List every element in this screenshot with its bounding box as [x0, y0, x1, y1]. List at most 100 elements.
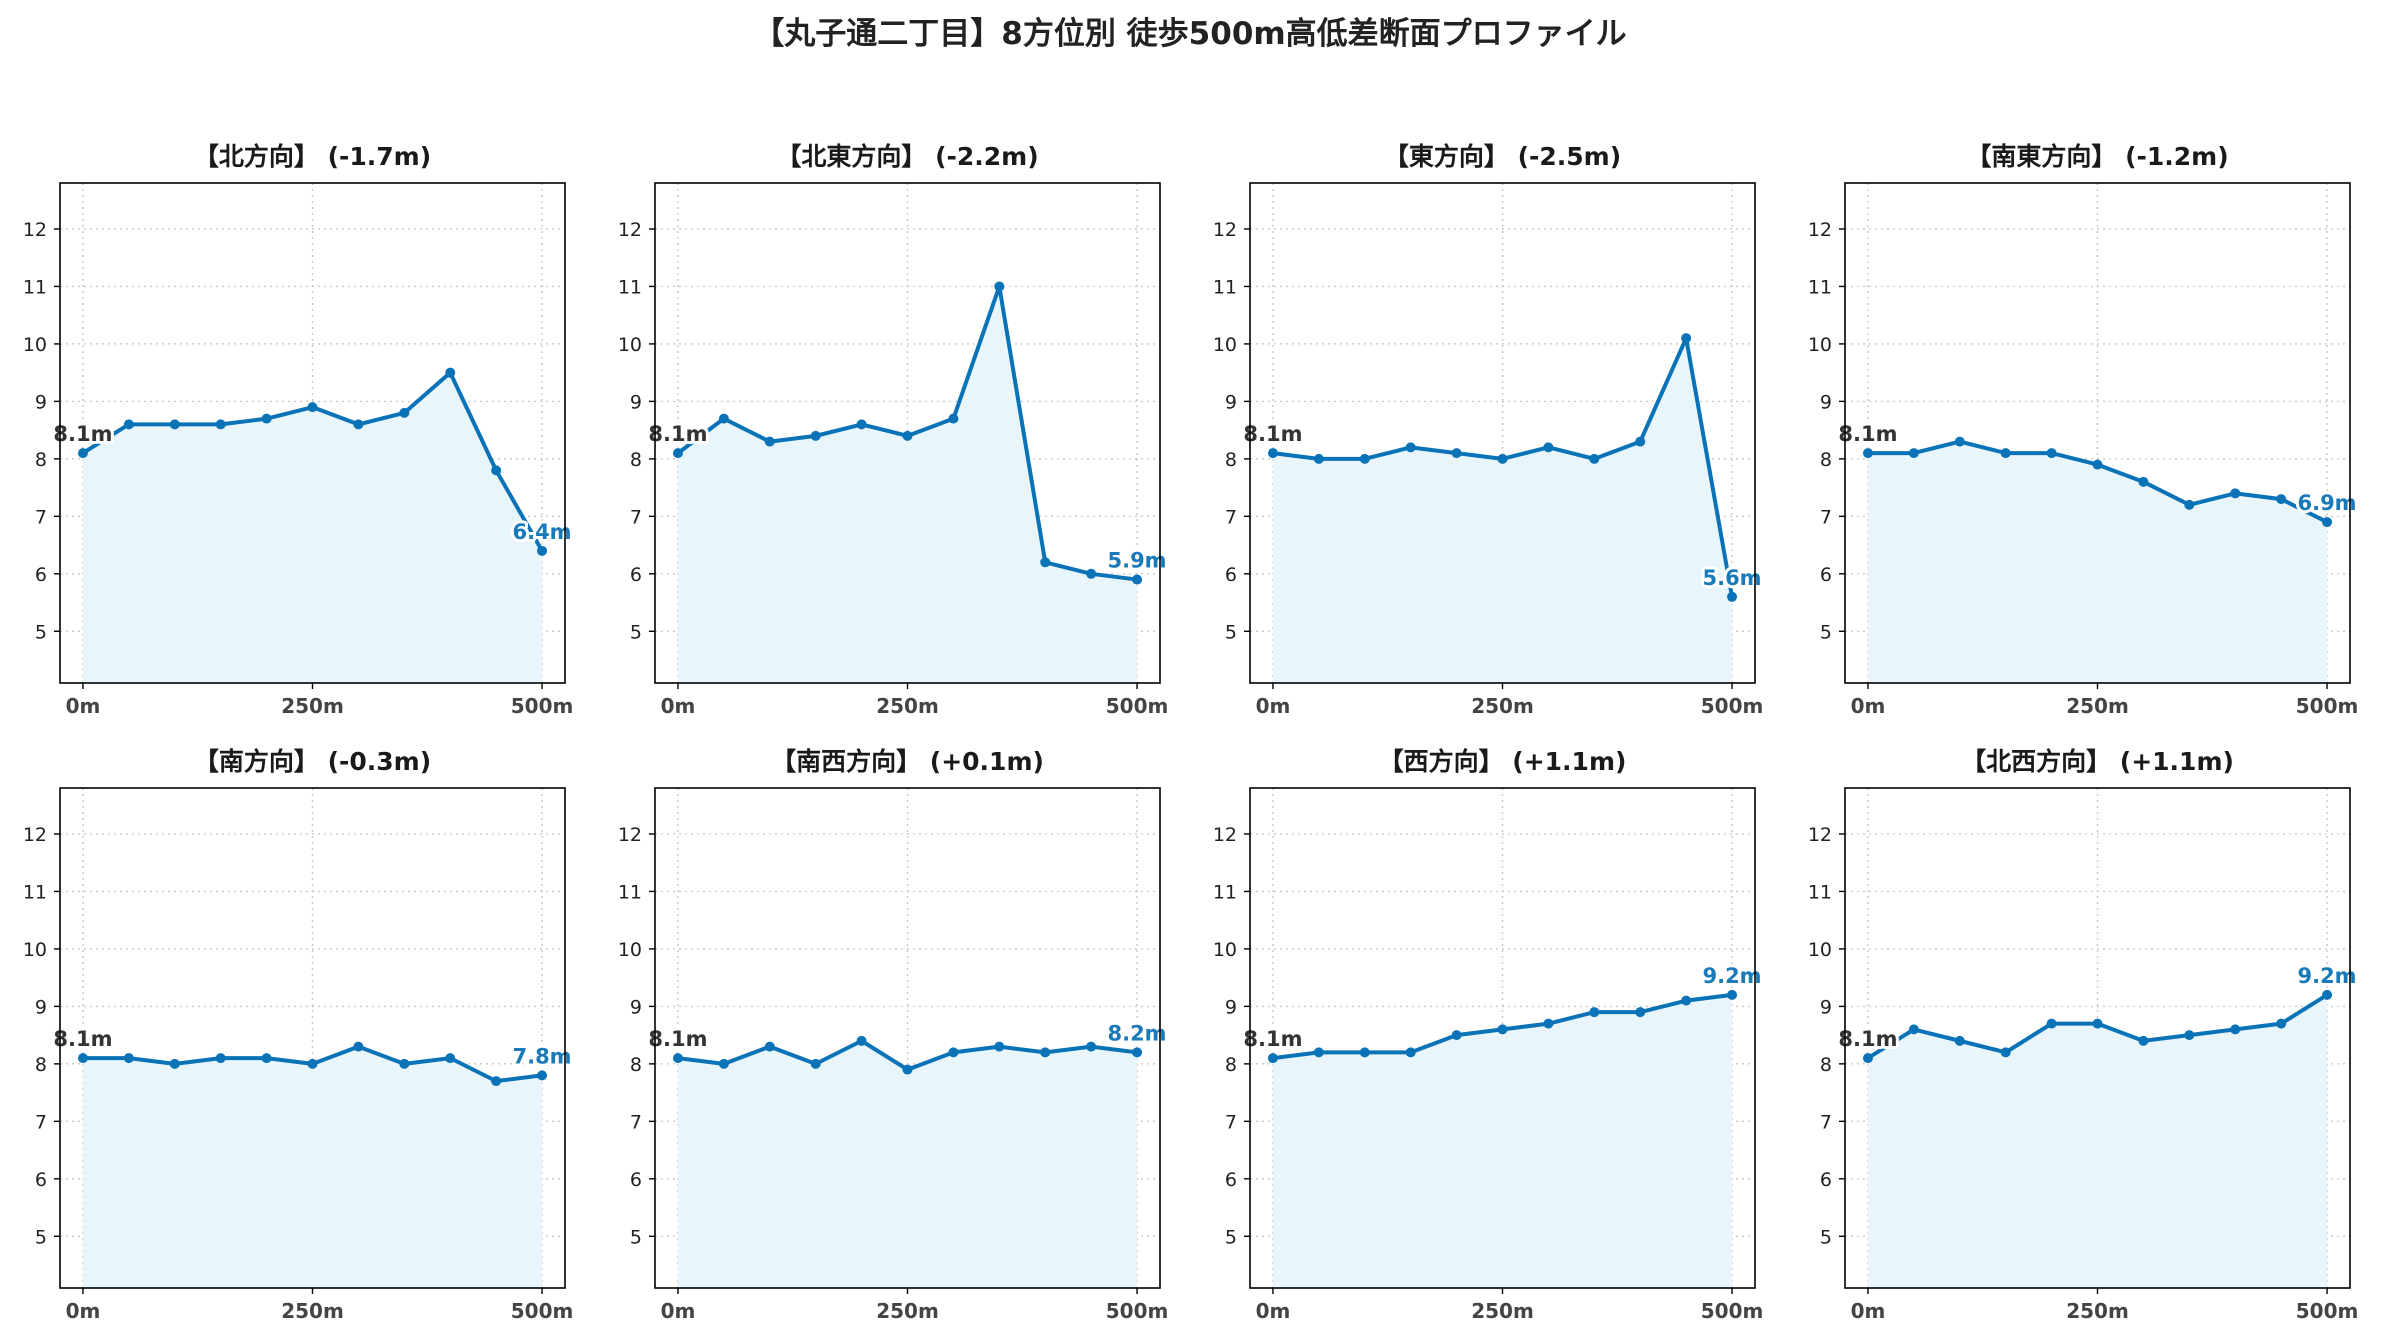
panel-8-point — [2138, 1035, 2149, 1046]
panel-7-y-tick-label: 8 — [1225, 1054, 1237, 1076]
panel-1-area-fill — [82, 372, 543, 683]
panel-5-y-tick-label: 8 — [35, 1054, 47, 1076]
panel-8-x-tick-label: 250m — [2066, 1299, 2129, 1323]
panel-4-y-tick-label: 11 — [1808, 276, 1832, 298]
panel-8-y-tick-label: 7 — [1820, 1111, 1832, 1133]
panel-8: 【北西方向】 (+1.1m) 8.1m 9.2m 5 6 7 8 9 10 11 12 0m 250m 5… — [1808, 747, 2360, 1323]
panel-5-point — [491, 1076, 502, 1087]
panel-8-y-tick-label: 8 — [1820, 1054, 1832, 1076]
panel-1-y-tick-label: 9 — [35, 391, 47, 413]
panel-1-y-tick-label: 7 — [35, 506, 47, 528]
panel-3-point — [1635, 436, 1646, 447]
panel-5-y-tick-label: 7 — [35, 1111, 47, 1133]
panel-3-point — [1589, 453, 1600, 464]
panel-2-point — [672, 448, 683, 459]
panel-6-point — [672, 1053, 683, 1064]
panel-8-y-tick-label: 11 — [1808, 881, 1832, 903]
panel-7-point — [1681, 995, 1692, 1006]
panel-1-point — [399, 407, 410, 418]
panel-2-point — [902, 430, 913, 441]
panel-1-x-tick-label: 250m — [281, 694, 344, 718]
panel-5-y-tick-label: 5 — [35, 1226, 47, 1248]
panel-4-y-tick-label: 10 — [1808, 334, 1832, 356]
panel-6-x-tick-label: 0m — [661, 1299, 696, 1323]
panel-3-point — [1681, 333, 1692, 344]
panel-8-y-tick-label: 10 — [1808, 939, 1832, 961]
panel-1-x-tick-label: 500m — [511, 694, 574, 718]
panel-2-y-tick-label: 11 — [618, 276, 642, 298]
panel-7-point — [1313, 1047, 1324, 1058]
panel-3-point — [1267, 448, 1278, 459]
panel-5: 【南方向】 (-0.3m) 8.1m 7.8m 5 6 7 8 9 10 11 12 0m 250m 50… — [23, 747, 575, 1323]
panel-6-start-label: 8.1m — [648, 1027, 707, 1051]
panel-2-area-fill — [677, 286, 1138, 683]
panel-8-x-tick-label: 500m — [2296, 1299, 2359, 1323]
panel-2-point — [1132, 574, 1143, 585]
panel-7-y-tick-label: 6 — [1225, 1169, 1237, 1191]
panel-7-point — [1267, 1053, 1278, 1064]
panel-4-x-tick-label: 500m — [2296, 694, 2359, 718]
panel-8-point — [1908, 1024, 1919, 1035]
panel-5-y-tick-label: 9 — [35, 996, 47, 1018]
panel-3-y-tick-label: 12 — [1213, 219, 1237, 241]
panel-3-x-tick-label: 0m — [1256, 694, 1291, 718]
panel-2-y-tick-label: 8 — [630, 449, 642, 471]
panel-8-y-tick-label: 9 — [1820, 996, 1832, 1018]
panel-3-point — [1727, 591, 1738, 602]
panel-7-x-tick-label: 500m — [1701, 1299, 1764, 1323]
panel-7-point — [1359, 1047, 1370, 1058]
panel-7-y-tick-label: 9 — [1225, 996, 1237, 1018]
panel-5-x-tick-label: 0m — [66, 1299, 101, 1323]
panel-1-start-label: 8.1m — [53, 422, 112, 446]
panel-4-y-tick-label: 7 — [1820, 506, 1832, 528]
panel-8-point — [2092, 1018, 2103, 1029]
panel-6-point — [718, 1058, 729, 1069]
panel-8-title: 【北西方向】 (+1.1m) — [1961, 747, 2234, 776]
panel-4-y-tick-label: 9 — [1820, 391, 1832, 413]
panel-2-point — [810, 430, 821, 441]
panel-4-y-tick-label: 6 — [1820, 564, 1832, 586]
panel-3-y-tick-label: 5 — [1225, 621, 1237, 643]
panel-6-y-tick-label: 6 — [630, 1169, 642, 1191]
panel-6-y-tick-label: 5 — [630, 1226, 642, 1248]
panel-3-x-tick-label: 500m — [1701, 694, 1764, 718]
panel-4-point — [1862, 448, 1873, 459]
panel-4-point — [2000, 448, 2011, 459]
panel-5-point — [399, 1058, 410, 1069]
panel-5-end-label: 7.8m — [512, 1044, 571, 1068]
panel-8-point — [2276, 1018, 2287, 1029]
panel-7-point — [1497, 1024, 1508, 1035]
panel-2-x-tick-label: 500m — [1106, 694, 1169, 718]
panel-4-y-tick-label: 8 — [1820, 449, 1832, 471]
panel-1-point — [491, 465, 502, 476]
panel-1-y-tick-label: 6 — [35, 564, 47, 586]
panel-7-point — [1405, 1047, 1416, 1058]
panel-4-point — [1954, 436, 1965, 447]
panel-4-point — [2276, 494, 2287, 505]
panel-3-title: 【東方向】 (-2.5m) — [1384, 142, 1621, 171]
panel-1-point — [307, 402, 318, 413]
panel-1-point — [445, 367, 456, 378]
panel-5-point — [445, 1053, 456, 1064]
panel-7-y-tick-label: 12 — [1213, 824, 1237, 846]
panel-6-point — [856, 1035, 867, 1046]
panel-2-y-tick-label: 6 — [630, 564, 642, 586]
panel-3: 【東方向】 (-2.5m) 8.1m 5.6m 5 6 7 8 9 10 11 12 0m 250m 50… — [1213, 142, 1765, 718]
panel-6-y-tick-label: 10 — [618, 939, 642, 961]
panel-6-area-fill — [677, 1040, 1138, 1288]
panel-7-y-tick-label: 10 — [1213, 939, 1237, 961]
panel-3-end-label: 5.6m — [1702, 566, 1761, 590]
panel-4-point — [2092, 459, 2103, 470]
panel-8-point — [2000, 1047, 2011, 1058]
panel-4-y-tick-label: 5 — [1820, 621, 1832, 643]
panel-6: 【南西方向】 (+0.1m) 8.1m 8.2m 5 6 7 8 9 10 11 12 0m 250m 5… — [618, 747, 1170, 1323]
panel-6-point — [948, 1047, 959, 1058]
panel-6-end-label: 8.2m — [1107, 1021, 1166, 1045]
panel-3-y-tick-label: 11 — [1213, 276, 1237, 298]
panel-4-point — [2230, 488, 2241, 499]
panel-5-point — [123, 1053, 134, 1064]
panel-2-point — [1040, 557, 1051, 568]
panel-8-x-tick-label: 0m — [1851, 1299, 1886, 1323]
panel-7-end-label: 9.2m — [1702, 964, 1761, 988]
